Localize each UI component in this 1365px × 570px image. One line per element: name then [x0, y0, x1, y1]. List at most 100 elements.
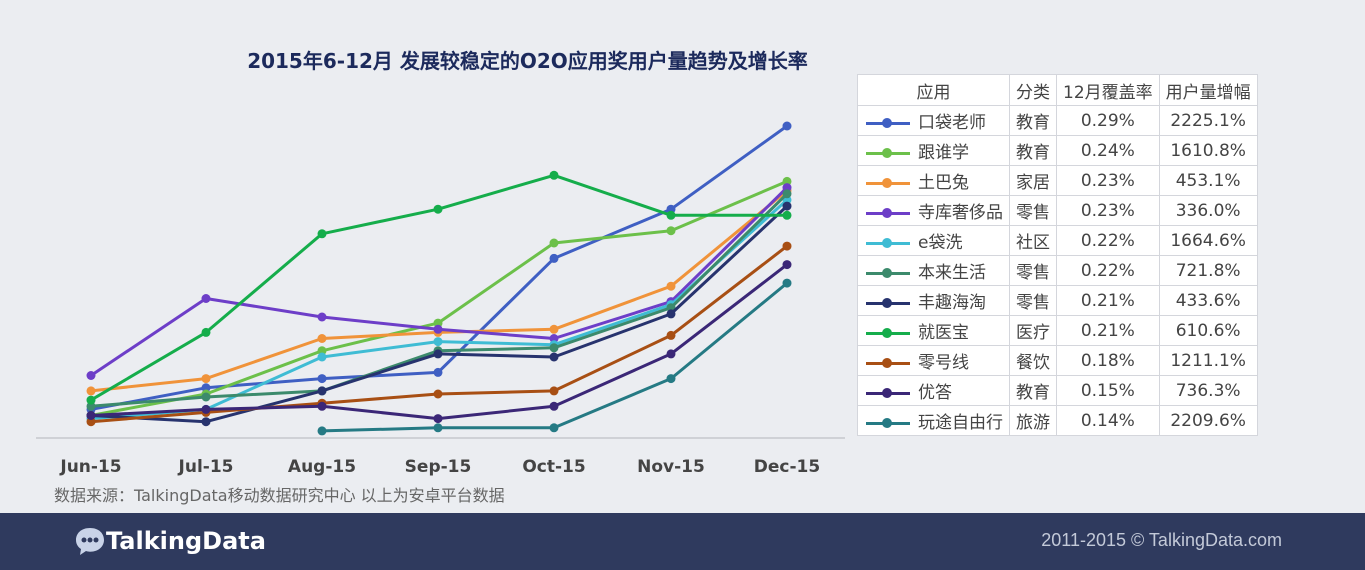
data-point	[549, 343, 559, 353]
data-point	[86, 395, 96, 405]
legend-swatch	[864, 237, 912, 249]
header-app: 应用	[857, 74, 1010, 106]
legend-growth: 1610.8%	[1158, 135, 1258, 166]
legend-row: 优答 教育 0.15% 736.3%	[857, 375, 1258, 406]
legend-swatch	[864, 207, 912, 219]
legend-growth: 1664.6%	[1158, 225, 1258, 256]
header-growth: 用户量增幅	[1158, 74, 1258, 106]
legend-app-name: 跟谁学	[918, 143, 969, 163]
data-point	[201, 327, 211, 337]
legend-growth: 336.0%	[1158, 195, 1258, 226]
legend-coverage: 0.22%	[1056, 255, 1160, 286]
legend-growth: 453.1%	[1158, 165, 1258, 196]
legend-swatch-dot	[882, 388, 892, 398]
legend-app-cell: 口袋老师	[857, 105, 1010, 136]
header-category: 分类	[1009, 74, 1057, 106]
data-point	[433, 349, 443, 359]
legend-app-name: 玩途自由行	[918, 413, 1003, 433]
legend-swatch	[864, 297, 912, 309]
legend-row: 寺库奢侈品 零售 0.23% 336.0%	[857, 195, 1258, 226]
data-point	[86, 401, 96, 411]
x-tick-label: Aug-15	[288, 457, 356, 477]
legend-swatch	[864, 177, 912, 189]
legend-app-cell: 丰趣海淘	[857, 285, 1010, 316]
legend-category: 旅游	[1009, 405, 1057, 436]
legend-swatch-dot	[882, 148, 892, 158]
data-point	[666, 374, 676, 384]
data-point	[317, 352, 327, 362]
legend-table-header-row: 应用 分类 12月覆盖率 用户量增幅	[857, 74, 1258, 106]
legend-coverage: 0.18%	[1056, 345, 1160, 376]
data-point	[317, 312, 327, 322]
data-point	[666, 226, 676, 236]
legend-app-cell: 本来生活	[857, 255, 1010, 286]
legend-category: 餐饮	[1009, 345, 1057, 376]
series-line	[90, 198, 789, 421]
legend-growth: 2225.1%	[1158, 105, 1258, 136]
legend-swatch	[864, 117, 912, 129]
series-10	[317, 278, 792, 436]
data-point	[549, 324, 559, 334]
legend-swatch-dot	[882, 118, 892, 128]
legend-category: 教育	[1009, 105, 1057, 136]
legend-app-name: 土巴兔	[918, 173, 969, 193]
legend-category: 社区	[1009, 225, 1057, 256]
data-point	[666, 349, 676, 359]
x-tick-label: Jun-15	[59, 457, 121, 477]
series-7	[86, 170, 792, 405]
data-point	[317, 426, 327, 436]
legend-category: 零售	[1009, 195, 1057, 226]
data-point	[549, 386, 559, 396]
x-tick-label: Sep-15	[405, 457, 472, 477]
data-point	[317, 334, 327, 343]
legend-table: 应用 分类 12月覆盖率 用户量增幅 口袋老师 教育 0.29% 2225.1% 跟谁学…	[857, 74, 1258, 436]
data-point	[433, 367, 443, 377]
legend-swatch	[864, 387, 912, 399]
legend-app-cell: 就医宝	[857, 315, 1010, 346]
data-point	[201, 404, 211, 414]
legend-app-name: 优答	[918, 383, 952, 403]
data-point	[433, 204, 443, 214]
header-coverage: 12月覆盖率	[1056, 74, 1160, 106]
legend-app-name: e袋洗	[918, 233, 963, 253]
data-point	[317, 346, 327, 356]
legend-category: 教育	[1009, 375, 1057, 406]
talkingdata-logo: TalkingData	[74, 526, 266, 556]
legend-category: 医疗	[1009, 315, 1057, 346]
legend-row: e袋洗 社区 0.22% 1664.6%	[857, 225, 1258, 256]
data-point	[433, 414, 443, 424]
legend-row: 零号线 餐饮 0.18% 1211.1%	[857, 345, 1258, 376]
data-point	[433, 389, 443, 399]
data-point	[317, 374, 327, 384]
data-point	[782, 210, 792, 220]
legend-swatch	[864, 267, 912, 279]
legend-app-cell: 玩途自由行	[857, 405, 1010, 436]
data-point	[549, 170, 559, 180]
x-tick-label: Oct-15	[522, 457, 585, 477]
legend-swatch-dot	[882, 328, 892, 338]
chart-title: 2015年6-12月 发展较稳定的O2O应用奖用户量趋势及增长率	[247, 49, 808, 73]
legend-coverage: 0.15%	[1056, 375, 1160, 406]
series-0	[86, 121, 792, 414]
data-point	[666, 210, 676, 220]
speech-bubble-icon	[76, 528, 104, 555]
legend-app-cell: 优答	[857, 375, 1010, 406]
legend-coverage: 0.23%	[1056, 195, 1160, 226]
legend-coverage: 0.14%	[1056, 405, 1160, 436]
legend-swatch	[864, 417, 912, 429]
data-point	[317, 229, 327, 239]
data-point	[782, 121, 792, 131]
legend-coverage: 0.23%	[1056, 165, 1160, 196]
legend-swatch-dot	[882, 298, 892, 308]
legend-app-cell: 零号线	[857, 345, 1010, 376]
x-tick-label: Nov-15	[637, 457, 705, 477]
data-point	[782, 183, 792, 193]
legend-row: 本来生活 零售 0.22% 721.8%	[857, 255, 1258, 286]
data-point	[201, 294, 211, 303]
legend-coverage: 0.24%	[1056, 135, 1160, 166]
data-point	[201, 392, 211, 402]
legend-category: 家居	[1009, 165, 1057, 196]
legend-category: 零售	[1009, 285, 1057, 316]
data-point	[86, 417, 96, 427]
legend-app-cell: 跟谁学	[857, 135, 1010, 166]
